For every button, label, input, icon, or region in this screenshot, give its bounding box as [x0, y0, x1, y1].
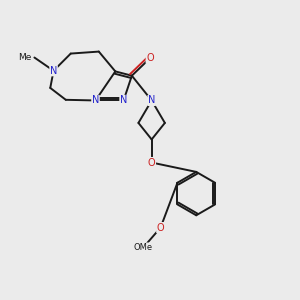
Text: N: N	[148, 95, 155, 106]
Text: Me: Me	[18, 53, 32, 62]
Text: OMe: OMe	[134, 243, 153, 252]
Text: O: O	[146, 53, 154, 63]
Text: O: O	[157, 223, 164, 232]
Text: N: N	[50, 66, 57, 76]
Text: N: N	[92, 95, 99, 106]
Text: N: N	[120, 95, 127, 106]
Text: O: O	[148, 158, 155, 167]
